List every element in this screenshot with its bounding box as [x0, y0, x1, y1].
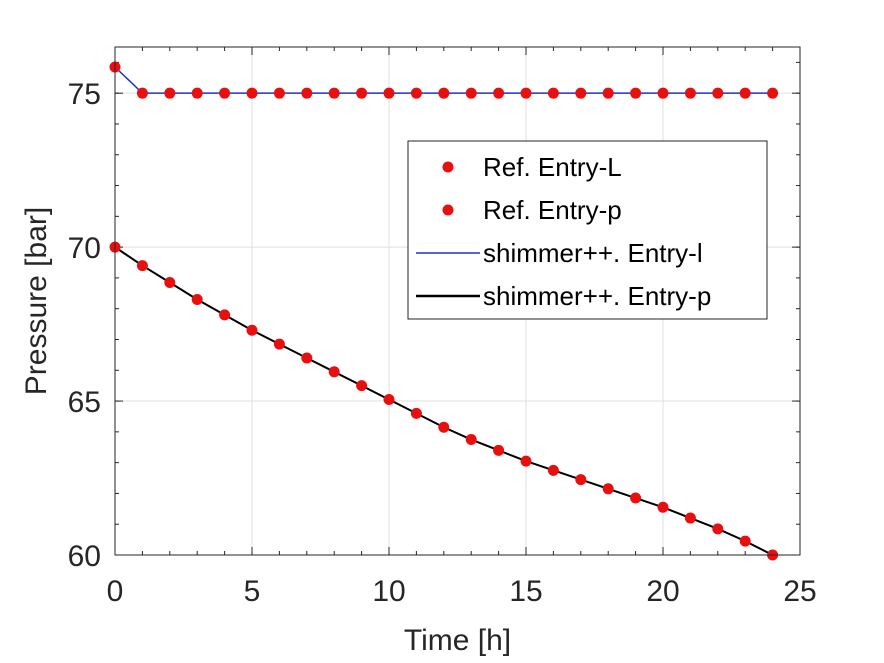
data-point-s0: [219, 87, 231, 99]
data-point-s0: [520, 87, 532, 99]
data-point-s1: [410, 407, 422, 419]
data-point-s1: [575, 474, 587, 486]
x-tick-labels: 0 5 10 15 20 25: [107, 575, 817, 608]
data-point-s0: [602, 87, 614, 99]
y-tick-label: 70: [68, 232, 101, 265]
legend-swatch-marker: [442, 161, 454, 173]
y-axis-title: Pressure [bar]: [20, 207, 53, 395]
data-point-s1: [493, 444, 505, 456]
data-point-s1: [657, 501, 669, 513]
data-point-s1: [684, 512, 696, 524]
data-point-s0: [164, 87, 176, 99]
data-point-s1: [739, 535, 751, 547]
data-point-s0: [246, 87, 258, 99]
legend-entries: Ref. Entry-L Ref. Entry-p shimmer++. Entry…: [416, 152, 711, 311]
data-point-s0: [383, 87, 395, 99]
data-point-s0: [493, 87, 505, 99]
legend-box: [407, 140, 768, 320]
x-tick-label: 10: [372, 575, 405, 608]
plot-frame: [114, 46, 801, 556]
data-point-s0: [191, 87, 203, 99]
legend-label: shimmer++. Entry-l: [483, 238, 703, 268]
data-point-s1: [602, 483, 614, 495]
data-point-s0: [767, 87, 779, 99]
data-point-s0: [410, 87, 422, 99]
data-point-s0: [657, 87, 669, 99]
data-point-s0: [465, 87, 477, 99]
x-tick-label: 20: [646, 575, 679, 608]
data-point-s1: [356, 380, 368, 392]
legend: Ref. Entry-L Ref. Entry-p shimmer++. Entry…: [407, 140, 768, 320]
x-tick-label: 0: [107, 575, 124, 608]
legend-label: shimmer++. Entry-p: [483, 281, 711, 311]
legend-swatch-marker: [442, 204, 454, 216]
data-point-s1: [383, 394, 395, 406]
data-point-s0: [273, 87, 285, 99]
data-point-s1: [547, 464, 559, 476]
data-point-s1: [438, 421, 450, 433]
data-point-s0: [547, 87, 559, 99]
data-point-s1: [164, 277, 176, 289]
x-tick-label: 15: [509, 575, 542, 608]
data-point-s1: [273, 338, 285, 350]
data-point-s0: [712, 87, 724, 99]
x-axis-title: Time [h]: [404, 624, 511, 657]
y-tick-label: 60: [68, 540, 101, 573]
data-point-s1: [520, 455, 532, 467]
data-point-s1: [328, 366, 340, 378]
data-point-s1: [191, 293, 203, 305]
x-tick-label: 25: [783, 575, 816, 608]
data-point-s1: [712, 523, 724, 535]
data-point-s1: [136, 260, 148, 272]
data-point-s0: [739, 87, 751, 99]
data-point-s0: [301, 87, 313, 99]
data-point-s0: [136, 87, 148, 99]
legend-label: Ref. Entry-L: [483, 152, 622, 182]
y-tick-label: 65: [68, 386, 101, 419]
data-point-s1: [219, 309, 231, 321]
data-point-s0: [630, 87, 642, 99]
data-point-s0: [438, 87, 450, 99]
data-point-s1: [630, 492, 642, 504]
legend-label: Ref. Entry-p: [483, 195, 622, 225]
data-point-s0: [575, 87, 587, 99]
data-point-s1: [301, 352, 313, 364]
series-markers: [109, 61, 779, 561]
data-point-s0: [356, 87, 368, 99]
x-tick-label: 5: [244, 575, 261, 608]
data-point-s1: [465, 434, 477, 446]
data-point-s0: [328, 87, 340, 99]
data-point-s0: [684, 87, 696, 99]
y-tick-labels: 60 65 70 75: [68, 78, 101, 573]
data-point-s1: [246, 324, 258, 336]
y-tick-label: 75: [68, 78, 101, 111]
